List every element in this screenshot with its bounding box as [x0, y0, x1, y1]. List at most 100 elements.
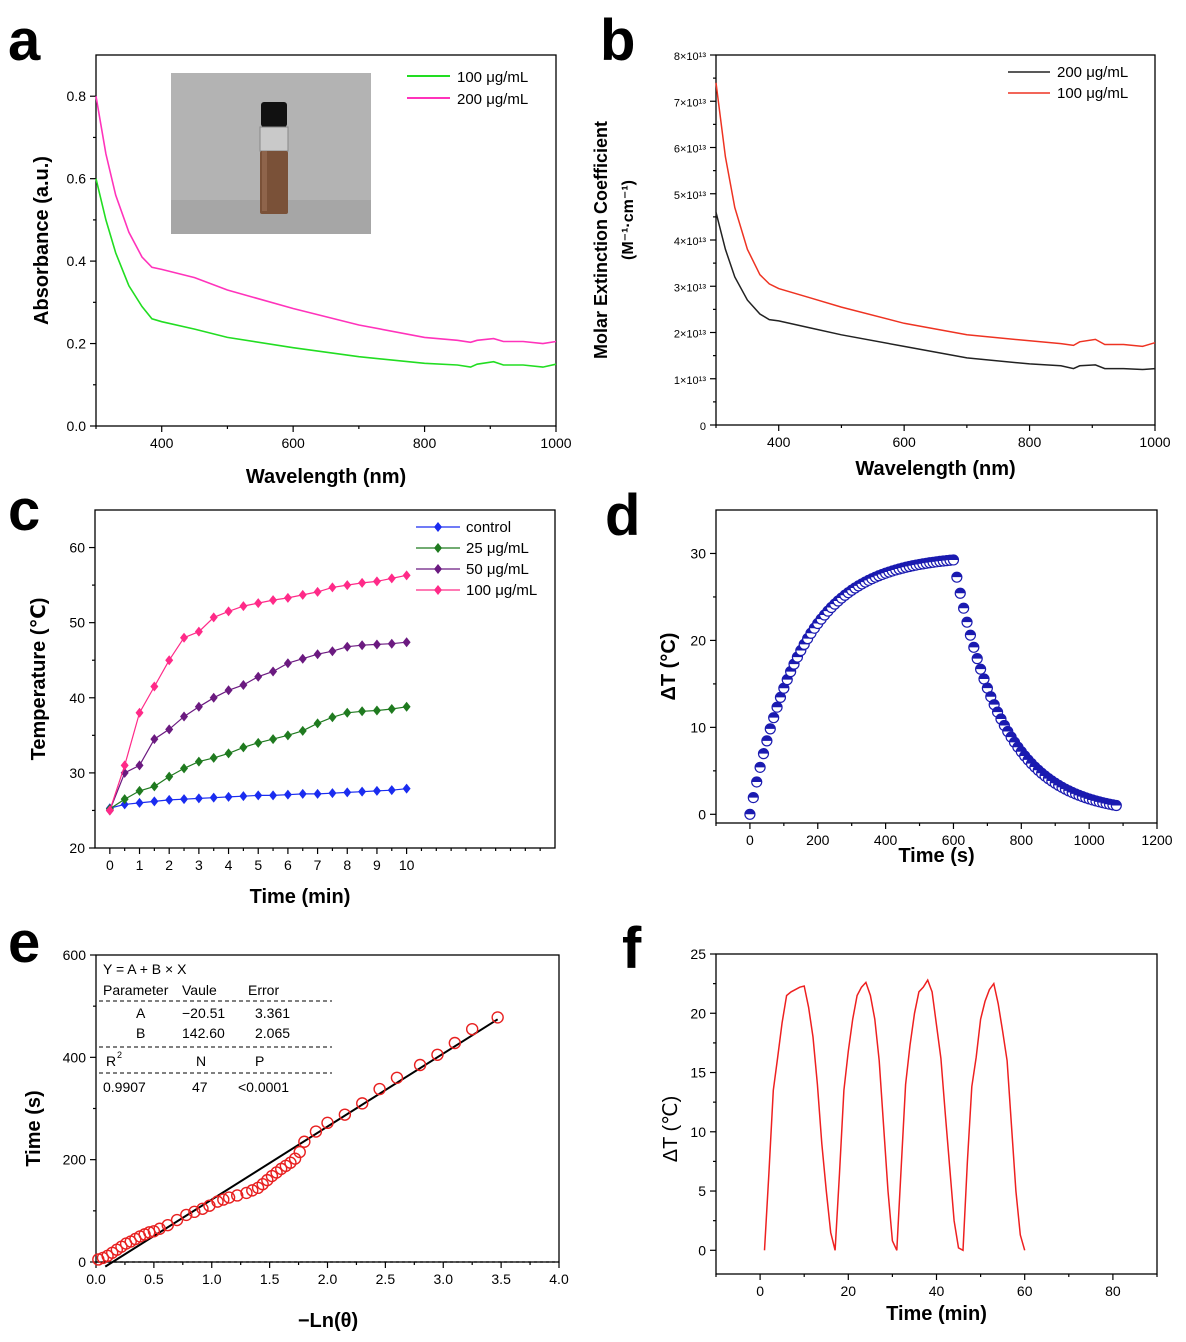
b-y-tick-label: 5×10¹³	[674, 190, 706, 202]
e-data-point	[309, 1125, 323, 1138]
c-marker	[224, 791, 233, 802]
e-data-point	[231, 1189, 244, 1202]
d-data-point-fill	[992, 707, 1003, 713]
e-data-point	[161, 1218, 174, 1232]
a-series-line-1	[95, 96, 557, 345]
c-marker	[283, 789, 292, 800]
c-marker	[165, 794, 174, 805]
d-data-point-fill	[995, 714, 1006, 720]
d-x-tick-label: 1200	[1141, 832, 1172, 848]
d-data-point-fill	[761, 735, 772, 741]
e-data-point	[293, 1145, 306, 1159]
d-data-point-fill	[955, 588, 966, 594]
c-x-tick-label: 9	[373, 857, 381, 873]
d-y-tick-label: 20	[690, 632, 706, 648]
e-table-value2: <0.0001	[238, 1079, 289, 1095]
c-x-tick-label: 3	[195, 857, 203, 873]
e-y-axis-title: Time (s)	[23, 1090, 45, 1166]
a-y-axis-title: Absorbance (a.u.)	[31, 156, 53, 325]
d-data-point-fill	[965, 630, 976, 636]
panel-f-chart: 0 20 40 60 80 0 5 10 15 20 25 Time (min) ΔT (℃)	[660, 946, 1158, 1325]
d-data-point-fill	[985, 691, 996, 697]
panel-e-chart: 0.0 0.5 1.0 1.5 2.0 2.5 3.0 3.5 4.0 0 200 400 600 −Ln…	[23, 947, 569, 1332]
c-marker	[343, 787, 352, 798]
e-table-param: B	[136, 1025, 145, 1041]
d-data-point-fill	[1111, 800, 1122, 806]
c-y-tick-label: 30	[69, 765, 85, 781]
f-plot-frame	[715, 953, 1158, 1275]
c-y-tick-label: 50	[69, 615, 85, 631]
b-y-tick-label: 7×10¹³	[674, 97, 706, 109]
a-plot-frame	[95, 54, 557, 427]
b-y-tick-label: 2×10¹³	[674, 329, 706, 341]
b-x-axis-title: Wavelength (nm)	[855, 458, 1015, 480]
c-marker	[150, 781, 159, 792]
c-marker	[150, 734, 159, 745]
c-marker	[135, 797, 144, 808]
d-x-axis-title: Time (s)	[898, 845, 974, 867]
c-marker	[372, 639, 381, 650]
a-legend: 100 μg/mL 200 μg/mL	[407, 69, 528, 108]
c-marker	[313, 718, 322, 729]
e-x-tick-label: 0.0	[86, 1271, 106, 1287]
c-marker	[194, 793, 203, 804]
c-marker	[387, 638, 396, 649]
a-inset-photo	[171, 73, 371, 234]
e-x-tick-label: 0.5	[144, 1271, 164, 1287]
c-legend-label-0: control	[466, 519, 511, 536]
e-r2-superscript: 2	[117, 1050, 122, 1060]
c-marker	[209, 792, 218, 803]
f-y-tick-label: 25	[690, 946, 706, 962]
f-cycle-line	[763, 978, 1026, 1252]
e-x-tick-label: 3.5	[491, 1271, 511, 1287]
d-x-tick-label: 800	[1010, 832, 1034, 848]
f-x-tick-label: 80	[1105, 1283, 1121, 1299]
c-marker	[402, 570, 411, 581]
c-marker	[120, 794, 129, 805]
b-y-tick-label: 3×10¹³	[674, 282, 706, 294]
c-x-tick-label: 4	[225, 857, 233, 873]
c-marker	[283, 592, 292, 603]
e-data-point	[196, 1202, 209, 1215]
e-table-header: Error	[248, 982, 279, 998]
c-marker	[387, 573, 396, 584]
e-data-point	[390, 1071, 404, 1085]
c-marker	[135, 760, 144, 771]
d-data-point-fill	[978, 673, 989, 679]
e-data-point	[288, 1152, 302, 1165]
c-marker	[150, 796, 159, 807]
a-x-tick-label: 1000	[540, 435, 571, 451]
f-y-tick-label: 0	[698, 1242, 706, 1258]
c-legend-marker-3	[434, 585, 442, 595]
f-x-tick-label: 20	[841, 1283, 857, 1299]
e-data-point	[465, 1022, 479, 1036]
a-y-tick-label: 0.4	[67, 253, 87, 269]
c-marker	[224, 606, 233, 617]
c-marker	[135, 707, 144, 718]
a-x-tick-label: 600	[281, 435, 305, 451]
d-x-tick-label: 1000	[1074, 832, 1105, 848]
e-data-point	[217, 1193, 230, 1206]
e-data-point	[147, 1225, 161, 1238]
c-marker	[298, 725, 307, 736]
c-marker	[372, 785, 381, 796]
e-data-point	[188, 1205, 201, 1219]
d-data-point-fill	[1009, 737, 1020, 743]
b-x-tick-label: 800	[1018, 434, 1042, 450]
c-marker	[180, 763, 189, 774]
c-marker	[209, 612, 218, 623]
c-marker	[298, 788, 307, 799]
c-marker	[194, 701, 203, 712]
e-data-point	[298, 1135, 311, 1148]
c-x-tick-label: 7	[314, 857, 322, 873]
c-y-axis-title: Temperature (℃)	[28, 598, 50, 761]
c-marker	[254, 737, 263, 748]
c-marker	[402, 637, 411, 648]
b-y-axis-units: (M⁻¹·cm⁻¹)	[620, 180, 637, 260]
b-y-tick-label: 4×10¹³	[674, 236, 706, 248]
c-marker	[313, 788, 322, 799]
e-data-point	[246, 1184, 259, 1197]
c-marker	[165, 655, 174, 666]
a-y-tick-label: 0.8	[67, 88, 87, 104]
